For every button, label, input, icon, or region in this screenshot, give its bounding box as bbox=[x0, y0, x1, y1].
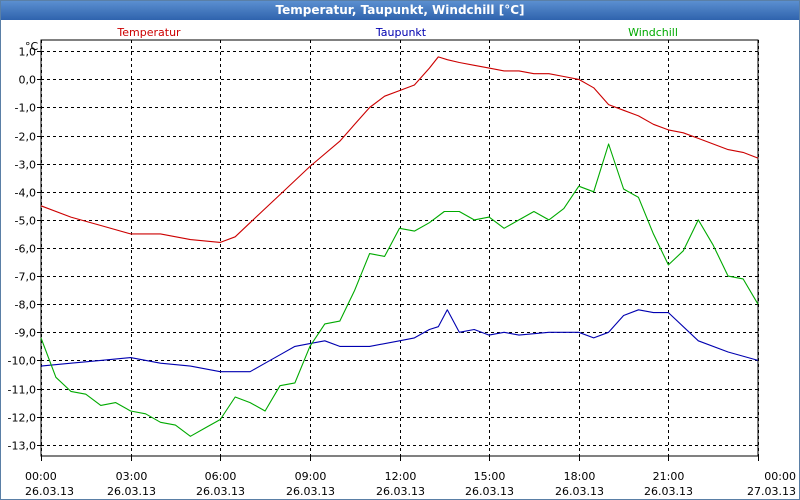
x-tick-label-date: 26.03.13 bbox=[286, 485, 335, 498]
legend-windchill: Windchill bbox=[628, 26, 678, 39]
x-tick-label-date: 26.03.13 bbox=[25, 485, 74, 498]
y-tick-label: -6,0 bbox=[15, 243, 36, 256]
y-tick-label: -8,0 bbox=[15, 299, 36, 312]
x-tick-label-time: 12:00 bbox=[385, 470, 417, 483]
x-tick-label-time: 09:00 bbox=[295, 470, 327, 483]
x-tick-label-date: 26.03.13 bbox=[465, 485, 514, 498]
y-tick-label: 0,0 bbox=[19, 74, 37, 87]
y-tick-label: 1,0 bbox=[19, 46, 37, 59]
x-tick-label-time: 06:00 bbox=[205, 470, 237, 483]
y-tick-label: -9,0 bbox=[15, 327, 36, 340]
y-tick-label: -12,0 bbox=[8, 412, 36, 425]
series-line-temperatur bbox=[40, 56, 759, 243]
y-tick-label: -10,0 bbox=[8, 355, 36, 368]
x-tick-label-date: 26.03.13 bbox=[644, 485, 693, 498]
y-tick-label: -3,0 bbox=[15, 159, 36, 172]
x-tick-label-time: 18:00 bbox=[564, 470, 596, 483]
x-tick-label-date: 26.03.13 bbox=[107, 485, 156, 498]
x-tick-label-date: 26.03.13 bbox=[376, 485, 425, 498]
y-axis-label: °C bbox=[25, 40, 39, 53]
y-tick-label: -4,0 bbox=[15, 187, 36, 200]
x-tick-label-time: 03:00 bbox=[116, 470, 148, 483]
x-tick-label-date: 27.03.13 bbox=[747, 485, 796, 498]
x-tick-label-time: 00:00 bbox=[764, 470, 796, 483]
y-tick-label: -11,0 bbox=[8, 384, 36, 397]
plot-area bbox=[40, 39, 759, 457]
window-title: Temperatur, Taupunkt, Windchill [°C] bbox=[1, 1, 799, 20]
y-tick-label: -13,0 bbox=[8, 440, 36, 453]
x-tick-label-time: 15:00 bbox=[474, 470, 506, 483]
y-tick-label: -2,0 bbox=[15, 131, 36, 144]
y-tick-label: -1,0 bbox=[15, 102, 36, 115]
x-tick-label-date: 26.03.13 bbox=[196, 485, 245, 498]
legend-temperatur: Temperatur bbox=[116, 26, 181, 39]
x-tick-label-time: 00:00 bbox=[25, 470, 57, 483]
x-tick-label-time: 21:00 bbox=[653, 470, 685, 483]
y-tick-label: -7,0 bbox=[15, 271, 36, 284]
series-line-windchill bbox=[40, 143, 759, 437]
series-line-taupunkt bbox=[40, 309, 759, 373]
x-tick-label-date: 26.03.13 bbox=[555, 485, 604, 498]
y-tick-label: -5,0 bbox=[15, 215, 36, 228]
legend-taupunkt: Taupunkt bbox=[375, 26, 427, 39]
